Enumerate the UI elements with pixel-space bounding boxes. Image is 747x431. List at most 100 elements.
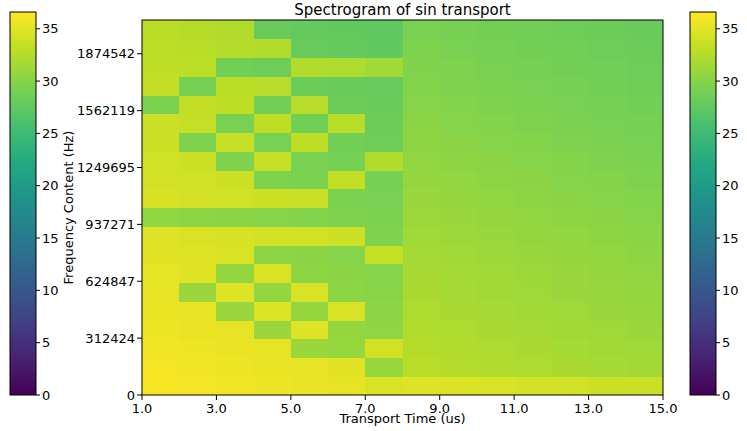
- cell: [440, 264, 478, 283]
- cell: [626, 76, 663, 95]
- cell: [403, 95, 441, 114]
- cell: [179, 39, 217, 58]
- cell: [291, 339, 329, 358]
- cell: [477, 95, 515, 114]
- colorbar-tick-label: 25: [42, 126, 59, 141]
- y-tick-label: 1562119: [77, 103, 135, 118]
- colorbar-tick: [716, 28, 720, 29]
- cell: [365, 39, 403, 58]
- cell: [589, 226, 627, 245]
- cell: [179, 320, 217, 339]
- cell: [551, 39, 589, 58]
- cell: [514, 320, 552, 339]
- cell: [477, 226, 515, 245]
- cell: [254, 376, 292, 395]
- cell: [254, 358, 292, 377]
- cell: [291, 283, 329, 302]
- x-tick-label: 11.0: [500, 401, 529, 416]
- cell: [291, 320, 329, 339]
- cell: [365, 114, 403, 133]
- colorbar-tick-label: 5: [722, 335, 730, 350]
- cell: [589, 245, 627, 264]
- cell: [254, 114, 292, 133]
- cell: [179, 283, 217, 302]
- cell: [514, 358, 552, 377]
- cell: [403, 39, 441, 58]
- colorbar-tick-label: 20: [722, 178, 739, 193]
- cell: [514, 301, 552, 320]
- y-tick-label: 624847: [85, 274, 135, 289]
- cell: [589, 283, 627, 302]
- cell: [142, 20, 180, 39]
- cell: [551, 189, 589, 208]
- cell: [179, 151, 217, 170]
- cell: [626, 208, 663, 227]
- cell: [216, 208, 254, 227]
- cell: [216, 264, 254, 283]
- cell: [477, 58, 515, 77]
- cell: [477, 301, 515, 320]
- cell: [142, 245, 180, 264]
- cell: [328, 133, 366, 152]
- colorbar-tick-label: 30: [42, 74, 59, 89]
- y-tick: [137, 53, 142, 54]
- cell: [179, 358, 217, 377]
- cell: [291, 76, 329, 95]
- cell: [365, 245, 403, 264]
- cell: [551, 339, 589, 358]
- cell: [291, 264, 329, 283]
- cell: [216, 301, 254, 320]
- cell: [589, 376, 627, 395]
- colorbar-tick: [716, 133, 720, 134]
- y-axis-title: Frequency Content (Hz): [61, 131, 76, 285]
- cell: [626, 58, 663, 77]
- cell: [365, 20, 403, 39]
- cell: [551, 208, 589, 227]
- cell: [328, 320, 366, 339]
- cell: [626, 133, 663, 152]
- cell: [365, 189, 403, 208]
- cells: [142, 20, 663, 395]
- cell: [291, 376, 329, 395]
- cell: [403, 208, 441, 227]
- x-tick-label: 5.0: [281, 401, 302, 416]
- cell: [589, 39, 627, 58]
- x-tick-label: 3.0: [206, 401, 227, 416]
- cell: [626, 358, 663, 377]
- cell: [589, 339, 627, 358]
- cell: [477, 264, 515, 283]
- cell: [216, 133, 254, 152]
- cell: [179, 76, 217, 95]
- cell: [142, 339, 180, 358]
- cell: [477, 39, 515, 58]
- cell: [179, 339, 217, 358]
- cell: [254, 20, 292, 39]
- cell: [328, 170, 366, 189]
- colorbar-tick: [36, 28, 40, 29]
- cell: [514, 170, 552, 189]
- cell: [328, 376, 366, 395]
- cell: [179, 245, 217, 264]
- cell: [514, 339, 552, 358]
- cell: [514, 376, 552, 395]
- cell: [142, 133, 180, 152]
- cell: [440, 95, 478, 114]
- cell: [626, 114, 663, 133]
- cell: [254, 151, 292, 170]
- cell: [328, 283, 366, 302]
- cell: [440, 283, 478, 302]
- cell: [551, 358, 589, 377]
- cell: [551, 245, 589, 264]
- cell: [328, 151, 366, 170]
- x-tick-label: 13.0: [574, 401, 603, 416]
- x-tick: [216, 395, 217, 400]
- colorbar-scale: [690, 12, 716, 395]
- cell: [328, 208, 366, 227]
- cell: [328, 76, 366, 95]
- cell: [254, 264, 292, 283]
- cell: [328, 189, 366, 208]
- cell: [254, 39, 292, 58]
- cell: [216, 170, 254, 189]
- cell: [626, 20, 663, 39]
- colorbar-tick-label: 10: [722, 283, 739, 298]
